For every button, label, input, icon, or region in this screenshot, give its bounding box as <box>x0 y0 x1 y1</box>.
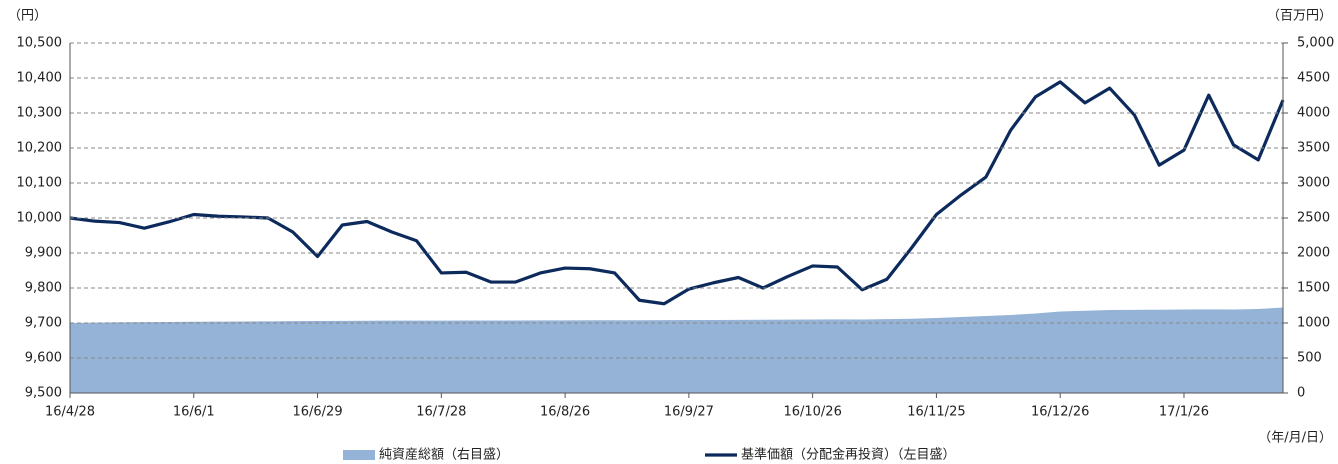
y2-tick-label: 2000 <box>1297 246 1330 261</box>
y2-unit-label: （百万円） <box>1267 9 1332 24</box>
y-tick-label: 10,300 <box>17 106 63 121</box>
y-tick-label: 10,500 <box>17 36 63 51</box>
y2-tick-label: 500 <box>1297 351 1322 366</box>
x-tick-label: 16/9/27 <box>664 405 714 420</box>
x-tick-label: 16/8/26 <box>540 405 590 420</box>
y-tick-label: 10,100 <box>17 176 63 191</box>
line <box>69 80 1285 306</box>
y2-tick-label: 5,000 <box>1297 36 1334 51</box>
y2-tick-label: 2500 <box>1297 211 1330 226</box>
x-tick-label: 16/4/28 <box>45 405 95 420</box>
x-tick-label: 16/6/29 <box>292 405 342 420</box>
x-tick-label: 16/7/28 <box>416 405 466 420</box>
y2-tick-label: 3000 <box>1297 176 1330 191</box>
x-tick-label: 16/6/1 <box>173 405 215 420</box>
y2-tick-label: 1000 <box>1297 316 1330 331</box>
x-tick-label: 17/1/26 <box>1159 405 1209 420</box>
y2-tick-label: 1500 <box>1297 281 1330 296</box>
y-tick-label: 9,500 <box>25 386 62 401</box>
y2-tick-label: 0 <box>1297 386 1305 401</box>
area <box>70 307 1283 393</box>
y2-tick-label: 4000 <box>1297 106 1330 121</box>
x-unit-label: （年/月/日） <box>1258 431 1332 446</box>
y2-tick-label: 4500 <box>1297 71 1330 86</box>
legend-label: 純資産総額（右目盛） <box>379 447 509 463</box>
x-tick-label: 16/12/26 <box>1031 405 1089 420</box>
y-tick-label: 9,900 <box>25 246 62 261</box>
y-unit-label: （円） <box>8 9 47 24</box>
legend-label: 基準価額（分配金再投資）（左目盛） <box>741 447 956 463</box>
y2-tick-label: 3500 <box>1297 141 1330 156</box>
y-tick-label: 9,700 <box>25 316 62 331</box>
y-tick-label: 10,000 <box>17 211 63 226</box>
y-tick-label: 9,600 <box>25 351 62 366</box>
legend-swatch <box>343 450 375 460</box>
y-tick-label: 10,400 <box>17 71 63 86</box>
y-tick-label: 9,800 <box>25 281 62 296</box>
x-tick-label: 16/11/25 <box>907 405 965 420</box>
y-tick-label: 10,200 <box>17 141 63 156</box>
x-tick-label: 16/10/26 <box>783 405 841 420</box>
